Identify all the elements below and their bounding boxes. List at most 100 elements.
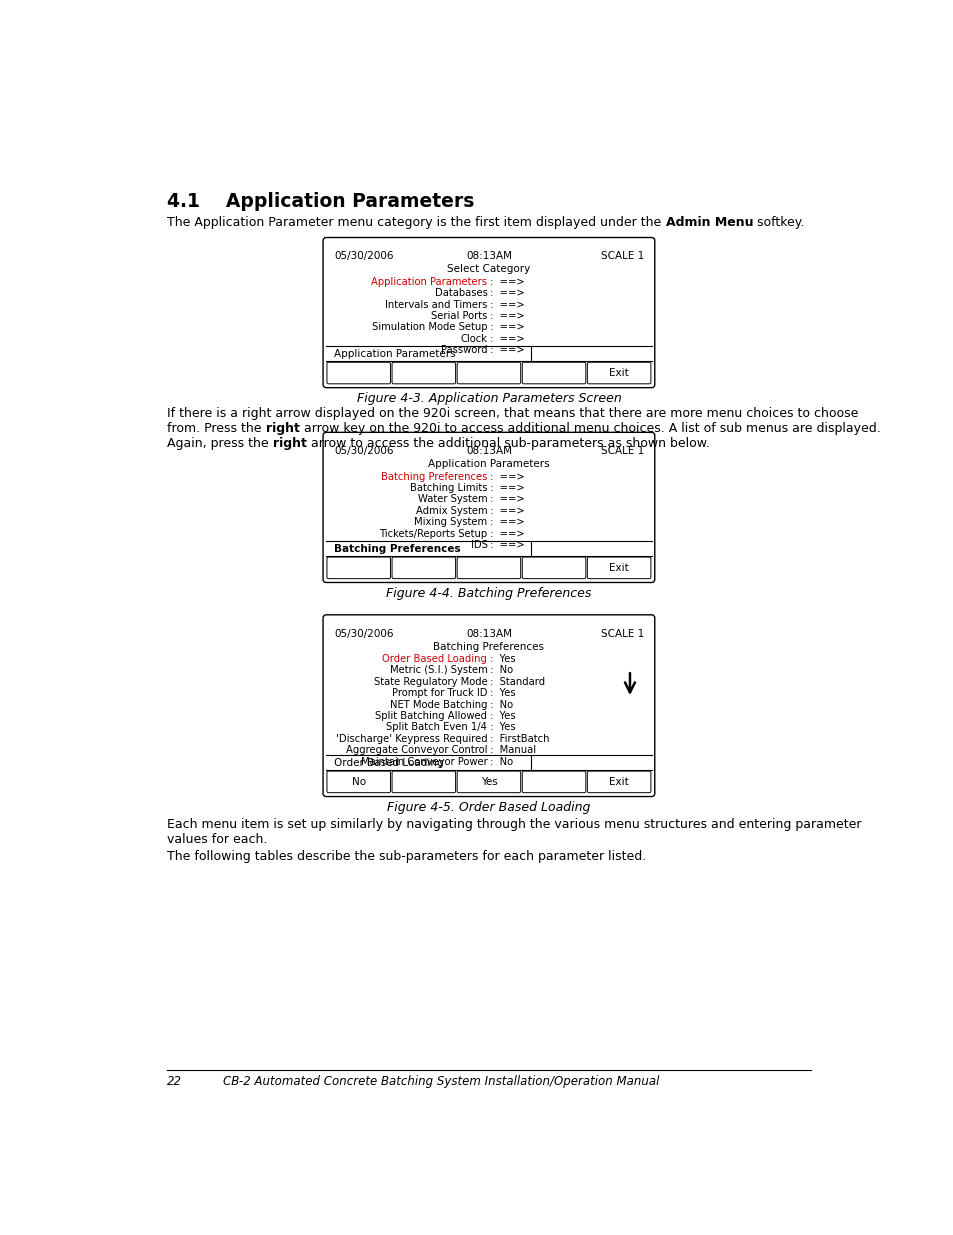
Text: Figure 4-3. Application Parameters Screen: Figure 4-3. Application Parameters Scree… — [356, 391, 620, 405]
Text: :  ==>: : ==> — [487, 322, 524, 332]
Text: Each menu item is set up similarly by navigating through the various menu struct: Each menu item is set up similarly by na… — [167, 818, 861, 831]
Text: 08:13AM: 08:13AM — [465, 252, 512, 262]
Text: Yes: Yes — [480, 777, 497, 787]
Text: :  Yes: : Yes — [487, 722, 516, 732]
FancyBboxPatch shape — [323, 432, 654, 583]
Text: :  ==>: : ==> — [487, 540, 524, 550]
Text: :  Manual: : Manual — [487, 745, 536, 756]
FancyBboxPatch shape — [521, 557, 585, 579]
FancyBboxPatch shape — [456, 362, 520, 384]
FancyBboxPatch shape — [392, 362, 456, 384]
Text: Application Parameters: Application Parameters — [334, 348, 456, 359]
Text: Again, press the: Again, press the — [167, 437, 273, 450]
Text: Password: Password — [440, 345, 487, 356]
Text: right: right — [273, 437, 307, 450]
FancyBboxPatch shape — [521, 362, 585, 384]
Text: Split Batch Even 1/4: Split Batch Even 1/4 — [386, 722, 487, 732]
Text: Batching Preferences: Batching Preferences — [334, 543, 460, 553]
Text: right: right — [266, 422, 299, 435]
Text: Batching Preferences: Batching Preferences — [380, 472, 487, 482]
Text: :  ==>: : ==> — [487, 311, 524, 321]
Text: arrow to access the additional sub-parameters as shown below.: arrow to access the additional sub-param… — [307, 437, 709, 450]
Text: :  Yes: : Yes — [487, 688, 516, 698]
Text: Figure 4-4. Batching Preferences: Figure 4-4. Batching Preferences — [386, 587, 591, 600]
Text: :  ==>: : ==> — [487, 288, 524, 298]
Text: IDS: IDS — [470, 540, 487, 550]
Text: Select Category: Select Category — [447, 264, 530, 274]
FancyBboxPatch shape — [327, 771, 390, 793]
Text: Batching Preferences: Batching Preferences — [433, 642, 544, 652]
Text: 'Discharge' Keypress Required: 'Discharge' Keypress Required — [335, 734, 487, 743]
Text: Metric (S.I.) System: Metric (S.I.) System — [389, 666, 487, 676]
Text: :  ==>: : ==> — [487, 333, 524, 343]
FancyBboxPatch shape — [323, 237, 654, 388]
Text: :  FirstBatch: : FirstBatch — [487, 734, 549, 743]
FancyBboxPatch shape — [323, 615, 654, 797]
Text: If there is a right arrow displayed on the 920i screen, that means that there ar: If there is a right arrow displayed on t… — [167, 406, 858, 420]
Text: Admix System: Admix System — [416, 506, 487, 516]
Text: :  ==>: : ==> — [487, 300, 524, 310]
Text: :  ==>: : ==> — [487, 483, 524, 493]
Text: 4.1    Application Parameters: 4.1 Application Parameters — [167, 193, 475, 211]
FancyBboxPatch shape — [392, 557, 456, 579]
Text: SCALE 1: SCALE 1 — [600, 629, 643, 638]
FancyBboxPatch shape — [587, 771, 650, 793]
Text: 05/30/2006: 05/30/2006 — [334, 252, 393, 262]
Text: Order Based Loading: Order Based Loading — [382, 655, 487, 664]
Text: Split Batching Allowed: Split Batching Allowed — [375, 711, 487, 721]
Text: Mixing System: Mixing System — [414, 517, 487, 527]
FancyBboxPatch shape — [327, 557, 390, 579]
Text: State Regulatory Mode: State Regulatory Mode — [374, 677, 487, 687]
Text: Clock: Clock — [460, 333, 487, 343]
Text: Order Based Loading: Order Based Loading — [334, 757, 443, 768]
Text: Tickets/Reports Setup: Tickets/Reports Setup — [379, 529, 487, 538]
Text: SCALE 1: SCALE 1 — [600, 446, 643, 456]
Text: :  ==>: : ==> — [487, 494, 524, 504]
Text: softkey.: softkey. — [752, 216, 803, 228]
Text: :  ==>: : ==> — [487, 506, 524, 516]
Text: :  ==>: : ==> — [487, 345, 524, 356]
Text: Application Parameters: Application Parameters — [428, 459, 549, 469]
Text: SCALE 1: SCALE 1 — [600, 252, 643, 262]
Text: :  ==>: : ==> — [487, 517, 524, 527]
FancyBboxPatch shape — [456, 771, 520, 793]
Text: NET Mode Batching: NET Mode Batching — [390, 700, 487, 710]
FancyBboxPatch shape — [521, 771, 585, 793]
Text: The Application Parameter menu category is the first item displayed under the: The Application Parameter menu category … — [167, 216, 665, 228]
Text: Simulation Mode Setup: Simulation Mode Setup — [372, 322, 487, 332]
FancyBboxPatch shape — [456, 557, 520, 579]
Text: Intervals and Timers: Intervals and Timers — [385, 300, 487, 310]
FancyBboxPatch shape — [587, 557, 650, 579]
Text: :  No: : No — [487, 666, 513, 676]
Text: :  Yes: : Yes — [487, 655, 516, 664]
FancyBboxPatch shape — [327, 362, 390, 384]
Text: Databases: Databases — [434, 288, 487, 298]
Text: :  Yes: : Yes — [487, 711, 516, 721]
Text: Prompt for Truck ID: Prompt for Truck ID — [392, 688, 487, 698]
Text: CB-2 Automated Concrete Batching System Installation/Operation Manual: CB-2 Automated Concrete Batching System … — [223, 1074, 659, 1088]
Text: :  Standard: : Standard — [487, 677, 545, 687]
Text: :  ==>: : ==> — [487, 529, 524, 538]
Text: :  ==>: : ==> — [487, 277, 524, 287]
Text: Exit: Exit — [609, 563, 628, 573]
Text: Batching Limits: Batching Limits — [410, 483, 487, 493]
FancyBboxPatch shape — [392, 771, 456, 793]
Text: 08:13AM: 08:13AM — [465, 629, 512, 638]
Text: Serial Ports: Serial Ports — [431, 311, 487, 321]
Text: Figure 4-5. Order Based Loading: Figure 4-5. Order Based Loading — [387, 802, 590, 814]
Text: Maintain Conveyor Power: Maintain Conveyor Power — [360, 757, 487, 767]
Text: Water System: Water System — [417, 494, 487, 504]
Text: 22: 22 — [167, 1074, 182, 1088]
Text: Application Parameters: Application Parameters — [371, 277, 487, 287]
Text: Exit: Exit — [609, 368, 628, 378]
Text: 05/30/2006: 05/30/2006 — [334, 629, 393, 638]
Text: 05/30/2006: 05/30/2006 — [334, 446, 393, 456]
Text: :  No: : No — [487, 757, 513, 767]
Text: Aggregate Conveyor Control: Aggregate Conveyor Control — [346, 745, 487, 756]
Text: Exit: Exit — [609, 777, 628, 787]
Text: from. Press the: from. Press the — [167, 422, 266, 435]
Text: values for each.: values for each. — [167, 834, 268, 846]
Text: :  No: : No — [487, 700, 513, 710]
Text: Admin Menu: Admin Menu — [665, 216, 752, 228]
Text: No: No — [352, 777, 365, 787]
